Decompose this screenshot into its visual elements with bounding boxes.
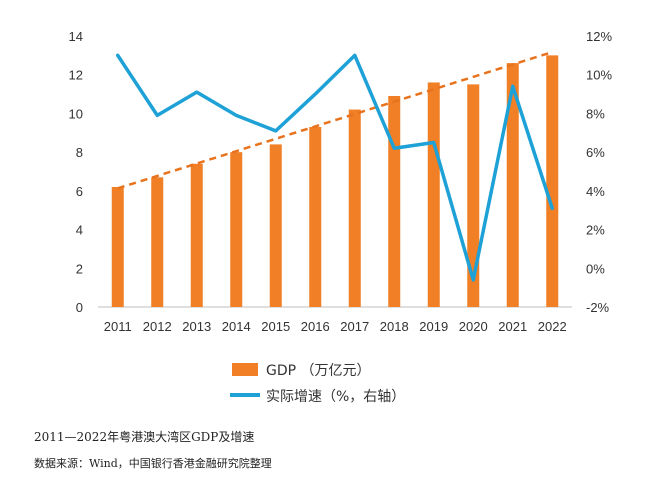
x-tick-label: 2019 <box>419 319 448 334</box>
y-left-tick-label: 10 <box>69 106 83 121</box>
y-right-tick-label: 2% <box>586 223 605 238</box>
bar <box>467 84 480 308</box>
y-right-tick-label: -2% <box>586 300 610 315</box>
x-tick-label: 2018 <box>380 319 409 334</box>
bar <box>546 55 559 307</box>
legend-label-gdp: GDP （万亿元） <box>266 363 371 379</box>
y-left-tick-label: 12 <box>69 68 83 83</box>
x-tick-label: 2011 <box>104 319 132 334</box>
bar <box>230 152 243 307</box>
bar <box>190 163 203 307</box>
y-left-tick-label: 2 <box>76 261 83 276</box>
y-right-tick-label: 4% <box>586 184 605 199</box>
bar <box>269 144 282 307</box>
bar <box>388 96 401 307</box>
bar <box>348 109 361 307</box>
y-right-tick-label: 10% <box>586 68 612 83</box>
x-tick-label: 2012 <box>143 319 172 334</box>
bar <box>309 126 322 307</box>
bar <box>427 82 440 307</box>
y-left-tick-label: 14 <box>69 29 83 44</box>
bar <box>151 177 164 307</box>
legend-label-growth: 实际增速（%，右轴） <box>266 389 405 405</box>
y-right-axis: -2% 0% 2% 4% 6% 8% 10% 12% <box>586 29 612 315</box>
data-source: 数据来源：Wind，中国银行香港金融研究院整理 <box>34 457 272 470</box>
x-axis: 2011 2012 2013 2014 2015 2016 2017 2018 2019 2020… <box>104 319 567 334</box>
legend: GDP （万亿元） 实际增速（%，右轴） <box>230 363 405 405</box>
x-tick-label: 2014 <box>222 319 251 334</box>
y-left-tick-label: 6 <box>76 184 83 199</box>
y-right-tick-label: 0% <box>586 261 605 276</box>
trendline <box>117 50 553 190</box>
x-tick-label: 2016 <box>301 319 330 334</box>
legend-swatch-gdp <box>232 363 258 376</box>
growth-line <box>116 53 554 282</box>
chart-caption: 2011—2022年粤港澳大湾区GDP及增速 <box>34 430 255 444</box>
bar-series <box>111 55 559 308</box>
x-tick-label: 2013 <box>182 319 211 334</box>
bar <box>506 63 519 307</box>
x-tick-label: 2021 <box>498 319 527 334</box>
x-tick-label: 2015 <box>261 319 290 334</box>
y-right-tick-label: 12% <box>586 29 612 44</box>
x-tick-label: 2017 <box>340 319 369 334</box>
x-tick-label: 2022 <box>538 319 567 334</box>
x-tick-label: 2020 <box>459 319 488 334</box>
y-left-axis: 0 2 4 6 8 10 12 14 <box>69 29 83 315</box>
y-right-tick-label: 6% <box>586 145 605 160</box>
y-left-tick-label: 8 <box>76 145 83 160</box>
y-left-tick-label: 4 <box>76 223 83 238</box>
y-right-tick-label: 8% <box>586 106 605 121</box>
bar <box>111 186 124 307</box>
y-left-tick-label: 0 <box>76 300 83 315</box>
chart: 0 2 4 6 8 10 12 14 -2% 0% 2% 4% 6% 8% 10% 12% 2011 2012… <box>69 29 613 405</box>
